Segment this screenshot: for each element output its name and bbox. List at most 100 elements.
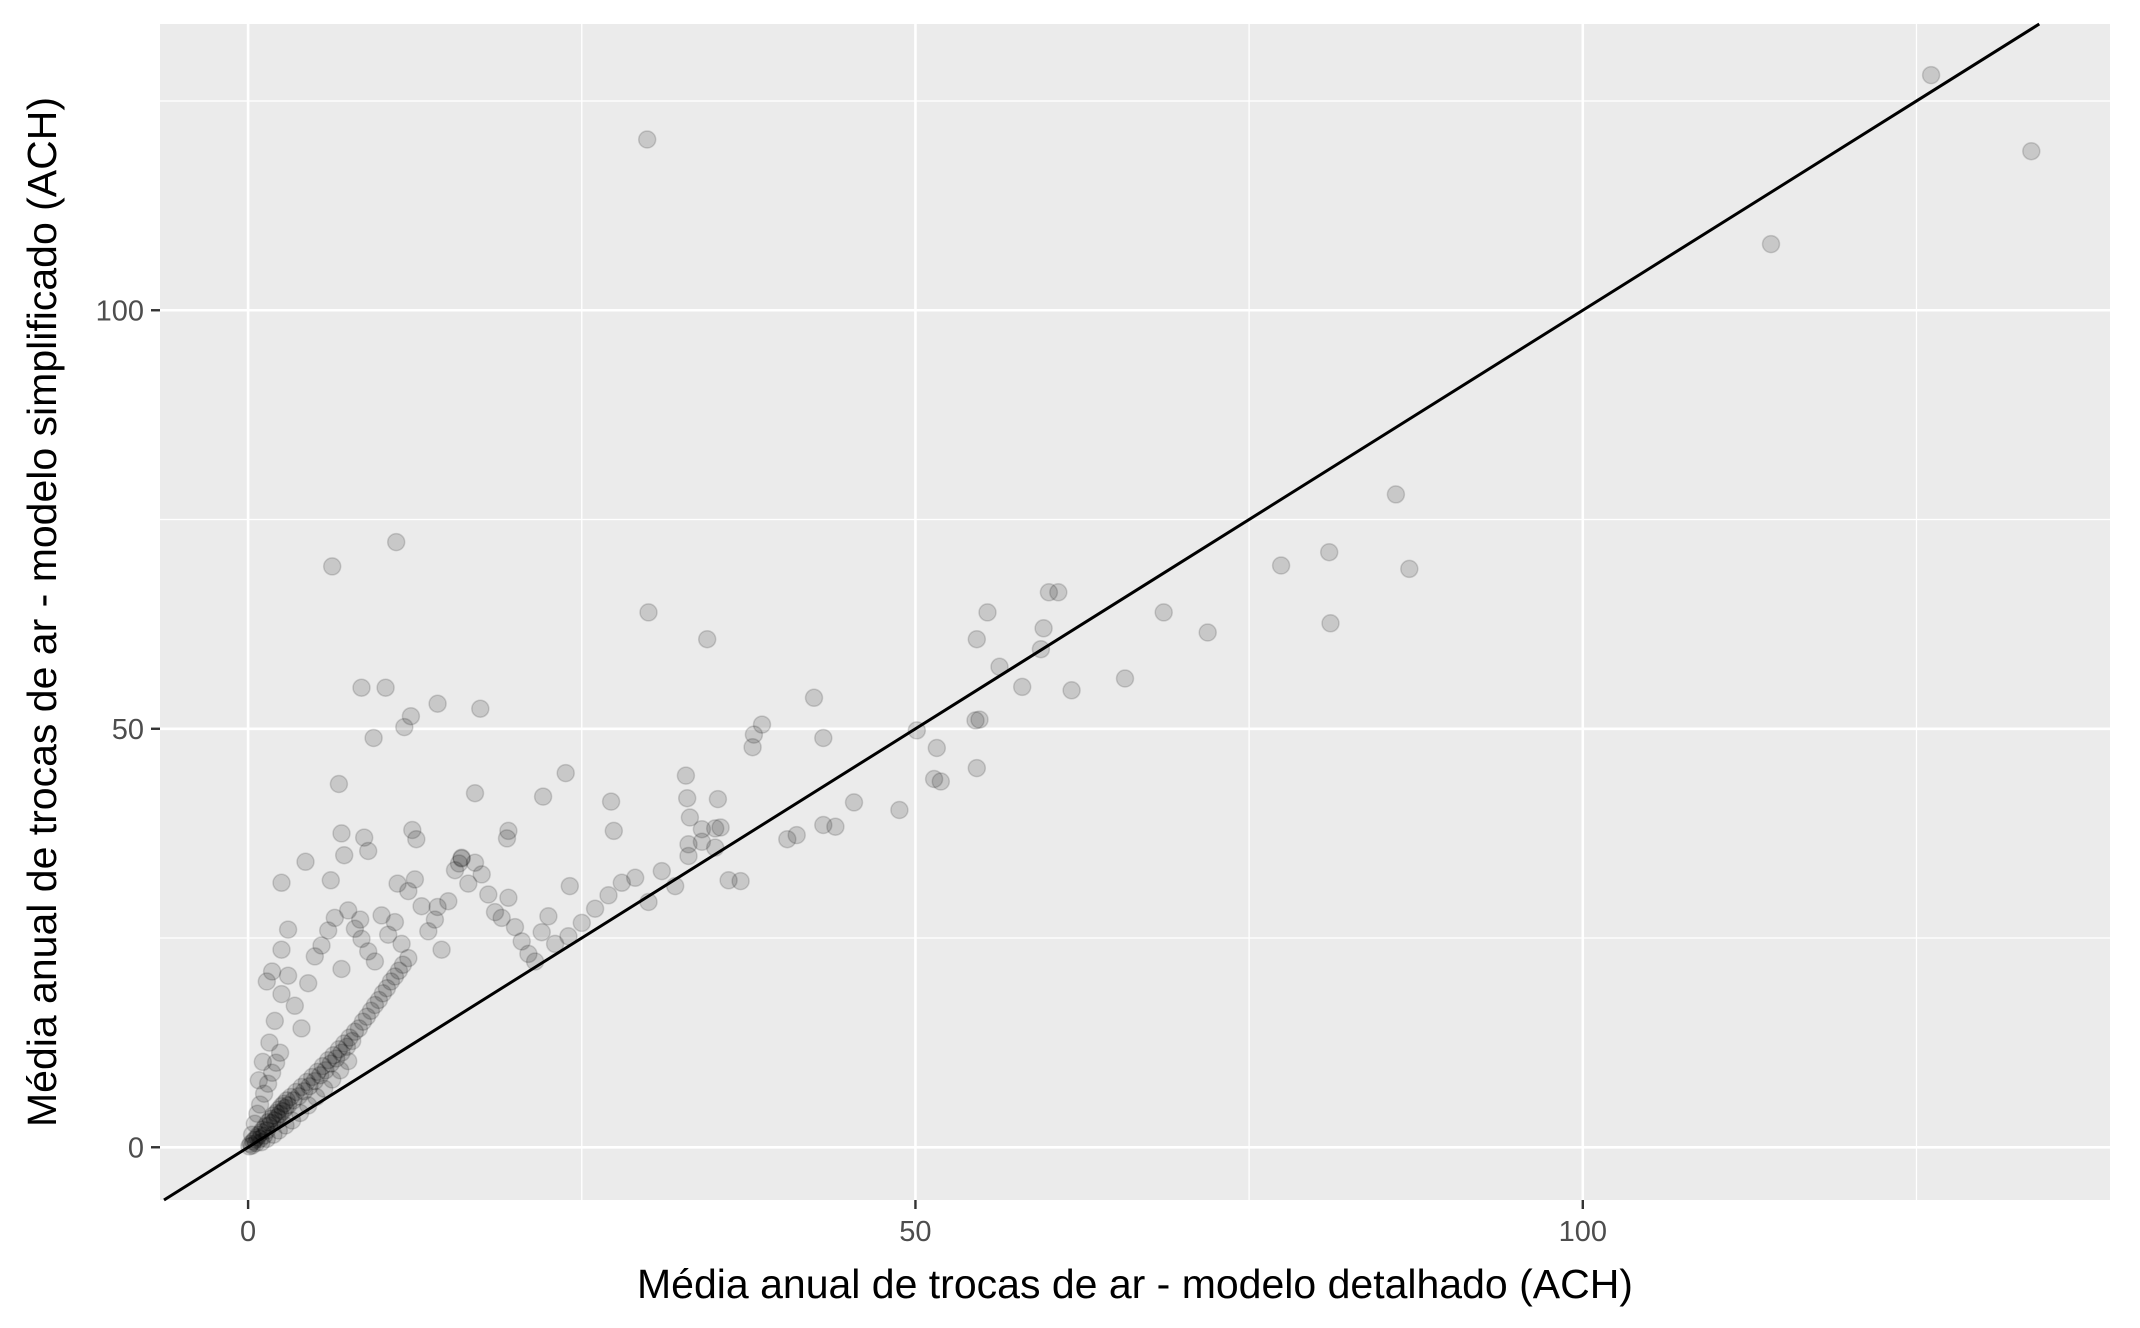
y-axis: 0 50 100 <box>96 295 160 1164</box>
data-point <box>966 711 985 730</box>
data-point <box>1062 681 1081 700</box>
data-point <box>338 901 358 920</box>
data-point <box>505 917 525 937</box>
data-point <box>281 1087 301 1107</box>
data-point <box>262 962 282 981</box>
data-point <box>479 885 498 904</box>
data-point <box>719 871 738 890</box>
data-point <box>692 832 712 852</box>
data-point <box>300 1076 319 1096</box>
data-point <box>345 919 365 939</box>
data-point <box>826 817 845 836</box>
data-point <box>305 1071 325 1091</box>
data-point <box>1034 619 1053 638</box>
data-point <box>296 852 315 872</box>
data-point <box>377 978 397 998</box>
major-gridlines <box>160 24 2110 1200</box>
data-point <box>318 1050 338 1070</box>
data-point <box>412 896 431 916</box>
data-point <box>428 897 447 917</box>
data-point <box>378 925 398 944</box>
data-point <box>604 821 624 841</box>
data-point <box>560 876 580 896</box>
data-point <box>392 934 411 954</box>
data-point <box>711 818 730 837</box>
data-point <box>499 821 518 841</box>
data-point <box>270 1104 290 1124</box>
data-point <box>1154 603 1173 622</box>
minor-gridlines <box>160 24 2110 1200</box>
data-point <box>316 1061 335 1080</box>
x-tick-label: 50 <box>899 1216 931 1248</box>
data-point <box>492 908 511 928</box>
data-point <box>652 861 672 881</box>
data-point <box>258 1074 278 1093</box>
data-point <box>637 130 657 149</box>
data-point <box>284 1091 303 1110</box>
data-point <box>326 1049 346 1068</box>
data-point <box>778 829 797 849</box>
data-point <box>372 906 391 925</box>
data-point <box>264 1106 283 1125</box>
data-point <box>804 688 824 708</box>
data-point <box>321 871 341 890</box>
data-point <box>744 725 764 744</box>
data-point <box>386 532 406 552</box>
data-point <box>254 1084 274 1103</box>
data-point <box>272 984 291 1004</box>
data-point <box>322 1070 342 1089</box>
data-point <box>313 1056 333 1076</box>
data-point <box>352 678 371 697</box>
data-point <box>844 793 864 812</box>
data-point <box>731 871 750 891</box>
y-tick-label: 0 <box>128 1132 144 1164</box>
data-point <box>1319 542 1339 562</box>
data-point <box>352 929 371 949</box>
data-point <box>539 907 558 926</box>
data-point <box>639 603 658 622</box>
data-point <box>285 996 305 1016</box>
x-axis: 0 50 100 <box>240 1200 1607 1248</box>
data-point <box>265 1011 285 1031</box>
data-point <box>321 1054 341 1073</box>
data-point <box>365 995 385 1015</box>
data-point <box>257 1129 277 1149</box>
data-point <box>389 961 409 980</box>
data-point <box>1039 583 1059 602</box>
data-point <box>298 973 318 993</box>
data-point <box>349 1019 369 1038</box>
x-axis-title: Média anual de trocas de ar - modelo det… <box>637 1261 1633 1307</box>
data-point <box>272 1097 291 1116</box>
data-point <box>452 848 471 867</box>
data-point <box>260 1033 279 1052</box>
data-point <box>679 846 698 866</box>
data-point <box>978 603 997 622</box>
data-point <box>519 944 538 964</box>
data-point <box>308 1062 327 1082</box>
y-axis-title: Média anual de trocas de ar - modelo sim… <box>19 97 65 1127</box>
data-point <box>276 1098 295 1118</box>
data-point <box>294 1081 314 1101</box>
data-point <box>403 820 422 840</box>
data-point <box>248 1104 267 1124</box>
data-point <box>497 829 517 848</box>
plot-panel <box>160 24 2110 1200</box>
data-point <box>286 1082 306 1102</box>
data-point <box>322 557 342 576</box>
data-point <box>266 1053 286 1072</box>
data-point <box>325 908 345 928</box>
data-point <box>967 758 987 778</box>
data-point <box>262 1063 282 1083</box>
data-point <box>245 1114 265 1134</box>
data-point <box>345 1022 365 1042</box>
data-point <box>312 936 331 955</box>
data-point <box>376 678 395 697</box>
data-point <box>334 1034 354 1053</box>
data-point <box>585 899 605 918</box>
data-point <box>692 819 712 839</box>
data-point <box>369 990 389 1010</box>
data-point <box>743 737 762 757</box>
data-point <box>927 738 947 758</box>
data-point <box>350 910 370 929</box>
